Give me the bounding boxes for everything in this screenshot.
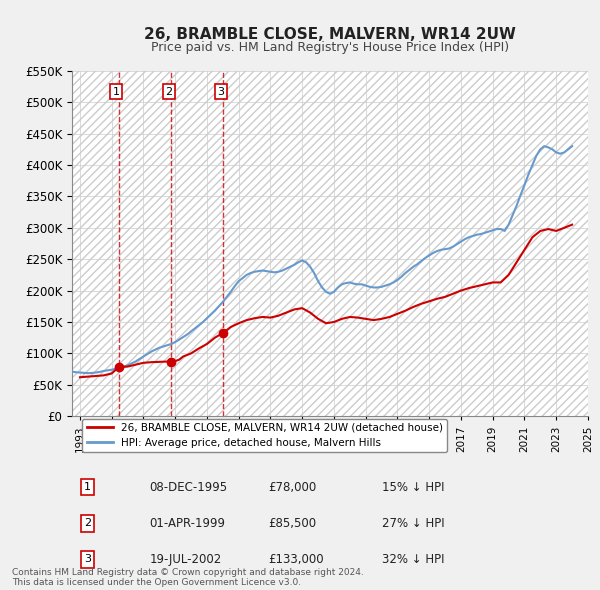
- Text: 3: 3: [218, 87, 224, 97]
- Text: 1: 1: [84, 482, 91, 492]
- Text: £78,000: £78,000: [268, 481, 316, 494]
- Text: 01-APR-1999: 01-APR-1999: [149, 517, 226, 530]
- Text: 1: 1: [113, 87, 119, 97]
- Text: 08-DEC-1995: 08-DEC-1995: [149, 481, 227, 494]
- Text: 27% ↓ HPI: 27% ↓ HPI: [382, 517, 444, 530]
- Text: Price paid vs. HM Land Registry's House Price Index (HPI): Price paid vs. HM Land Registry's House …: [151, 41, 509, 54]
- Text: 2: 2: [84, 518, 91, 528]
- Text: 26, BRAMBLE CLOSE, MALVERN, WR14 2UW: 26, BRAMBLE CLOSE, MALVERN, WR14 2UW: [144, 27, 516, 41]
- Text: 19-JUL-2002: 19-JUL-2002: [149, 553, 221, 566]
- Legend: 26, BRAMBLE CLOSE, MALVERN, WR14 2UW (detached house), HPI: Average price, detac: 26, BRAMBLE CLOSE, MALVERN, WR14 2UW (de…: [82, 418, 447, 452]
- Text: 3: 3: [84, 555, 91, 565]
- Text: 15% ↓ HPI: 15% ↓ HPI: [382, 481, 444, 494]
- Text: £133,000: £133,000: [268, 553, 324, 566]
- Text: £85,500: £85,500: [268, 517, 316, 530]
- Text: 32% ↓ HPI: 32% ↓ HPI: [382, 553, 444, 566]
- Text: Contains HM Land Registry data © Crown copyright and database right 2024.
This d: Contains HM Land Registry data © Crown c…: [12, 568, 364, 587]
- Text: 2: 2: [165, 87, 172, 97]
